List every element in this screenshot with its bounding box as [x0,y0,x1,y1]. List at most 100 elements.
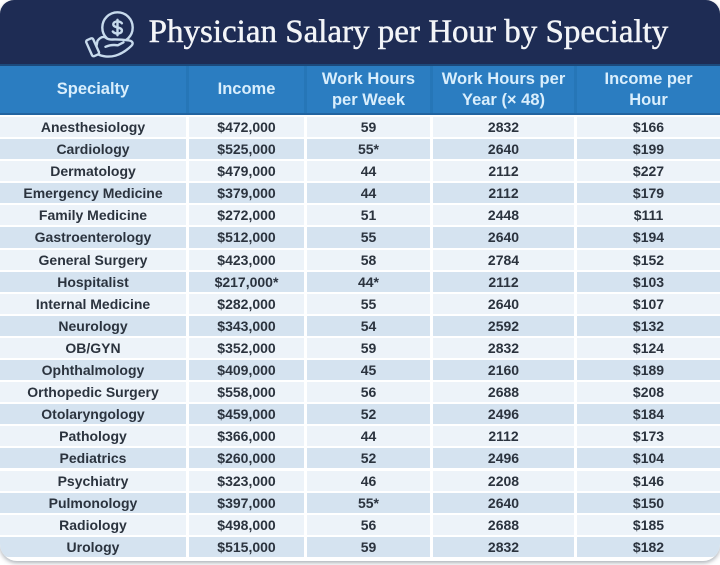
table-cell: Emergency Medicine [0,183,186,204]
column-header-specialty: Specialty [0,66,186,113]
table-cell: $260,000 [189,448,304,469]
column-header-hours-year: Work Hours per Year (× 48) [433,66,574,113]
table-cell: $366,000 [189,426,304,447]
table-cell: $558,000 [189,382,304,403]
table-cell: 55 [307,227,430,248]
table-cell: 44 [307,161,430,182]
table-cell: 59 [307,117,430,138]
table-cell: 2592 [433,315,574,336]
table-cell: $104 [577,448,720,469]
table-cell: Hospitalist [0,271,186,292]
table-cell: $479,000 [189,161,304,182]
table-cell: Cardiology [0,139,186,160]
table-cell: 2832 [433,117,574,138]
table-cell: $103 [577,271,720,292]
table-cell: 59 [307,337,430,358]
table-cell: 2208 [433,470,574,491]
table-cell: 2832 [433,536,574,557]
table-cell: General Surgery [0,249,186,270]
table-cell: Dermatology [0,161,186,182]
table-cell: OB/GYN [0,337,186,358]
table-cell: Radiology [0,514,186,535]
table-cell: $185 [577,514,720,535]
table-cell: $107 [577,293,720,314]
table-cell: 2640 [433,293,574,314]
table-cell: $409,000 [189,360,304,381]
column-header-income: Income [189,66,304,113]
table-cell: $379,000 [189,183,304,204]
table-cell: Psychiatry [0,470,186,491]
table-cell: 56 [307,382,430,403]
table-cell: 2112 [433,161,574,182]
page-title: Physician Salary per Hour by Specialty [148,13,669,50]
table-cell: 46 [307,470,430,491]
table-cell: Pulmonology [0,492,186,513]
table-cell: 2496 [433,448,574,469]
table-cell: $166 [577,117,720,138]
table-cell: $152 [577,249,720,270]
table-cell: $173 [577,426,720,447]
table-cell: $184 [577,404,720,425]
table-cell: 55* [307,139,430,160]
table-cell: Ophthalmology [0,360,186,381]
table-cell: 2832 [433,337,574,358]
table-cell: 2784 [433,249,574,270]
table-cell: $217,000* [189,271,304,292]
table-cell: $227 [577,161,720,182]
table-cell: $352,000 [189,337,304,358]
table-body: Anesthesiology $472,000 59 2832 $166 Cardiolo… [0,117,720,557]
table-cell: 2640 [433,227,574,248]
table-cell: $397,000 [189,492,304,513]
table-cell: 2448 [433,205,574,226]
table-cell: 2688 [433,382,574,403]
table-cell: 2496 [433,404,574,425]
column-header-hours-week: Work Hours per Week [307,66,430,113]
table-cell: 2112 [433,271,574,292]
table-cell: Otolaryngology [0,404,186,425]
table-cell: 2160 [433,360,574,381]
table-cell: 51 [307,205,430,226]
table-header-row: Specialty Income Work Hours per Week Wor… [0,64,720,115]
table-cell: 45 [307,360,430,381]
table-cell: Anesthesiology [0,117,186,138]
table-cell: Family Medicine [0,205,186,226]
table-cell: $515,000 [189,536,304,557]
table-cell: 52 [307,448,430,469]
table-cell: 2112 [433,426,574,447]
table-cell: $199 [577,139,720,160]
table-cell: $272,000 [189,205,304,226]
table-cell: Pathology [0,426,186,447]
hand-coin-dollar-icon [78,6,141,60]
column-header-income-hour: Income per Hour [577,66,720,113]
table-cell: $132 [577,315,720,336]
table-cell: $525,000 [189,139,304,160]
table-cell: $323,000 [189,470,304,491]
table-cell: $179 [577,183,720,204]
table-cell: 56 [307,514,430,535]
table-cell: 58 [307,249,430,270]
table-cell: Internal Medicine [0,293,186,314]
table-cell: Urology [0,536,186,557]
table-cell: Gastroenterology [0,227,186,248]
table-cell: 55* [307,492,430,513]
table-cell: $146 [577,470,720,491]
title-bar: Physician Salary per Hour by Specialty [0,0,720,64]
table-cell: Orthopedic Surgery [0,382,186,403]
table-cell: Pediatrics [0,448,186,469]
table-cell: 44 [307,426,430,447]
table-cell: $512,000 [189,227,304,248]
table-cell: $343,000 [189,315,304,336]
table-cell: $423,000 [189,249,304,270]
table-cell: $208 [577,382,720,403]
table-cell: $189 [577,360,720,381]
table-cell: $194 [577,227,720,248]
table-cell: $459,000 [189,404,304,425]
table-cell: 2688 [433,514,574,535]
table-cell: 2640 [433,492,574,513]
table-cell: $182 [577,536,720,557]
table-cell: 44* [307,271,430,292]
table-cell: 55 [307,293,430,314]
table-cell: $282,000 [189,293,304,314]
table-cell: 2112 [433,183,574,204]
